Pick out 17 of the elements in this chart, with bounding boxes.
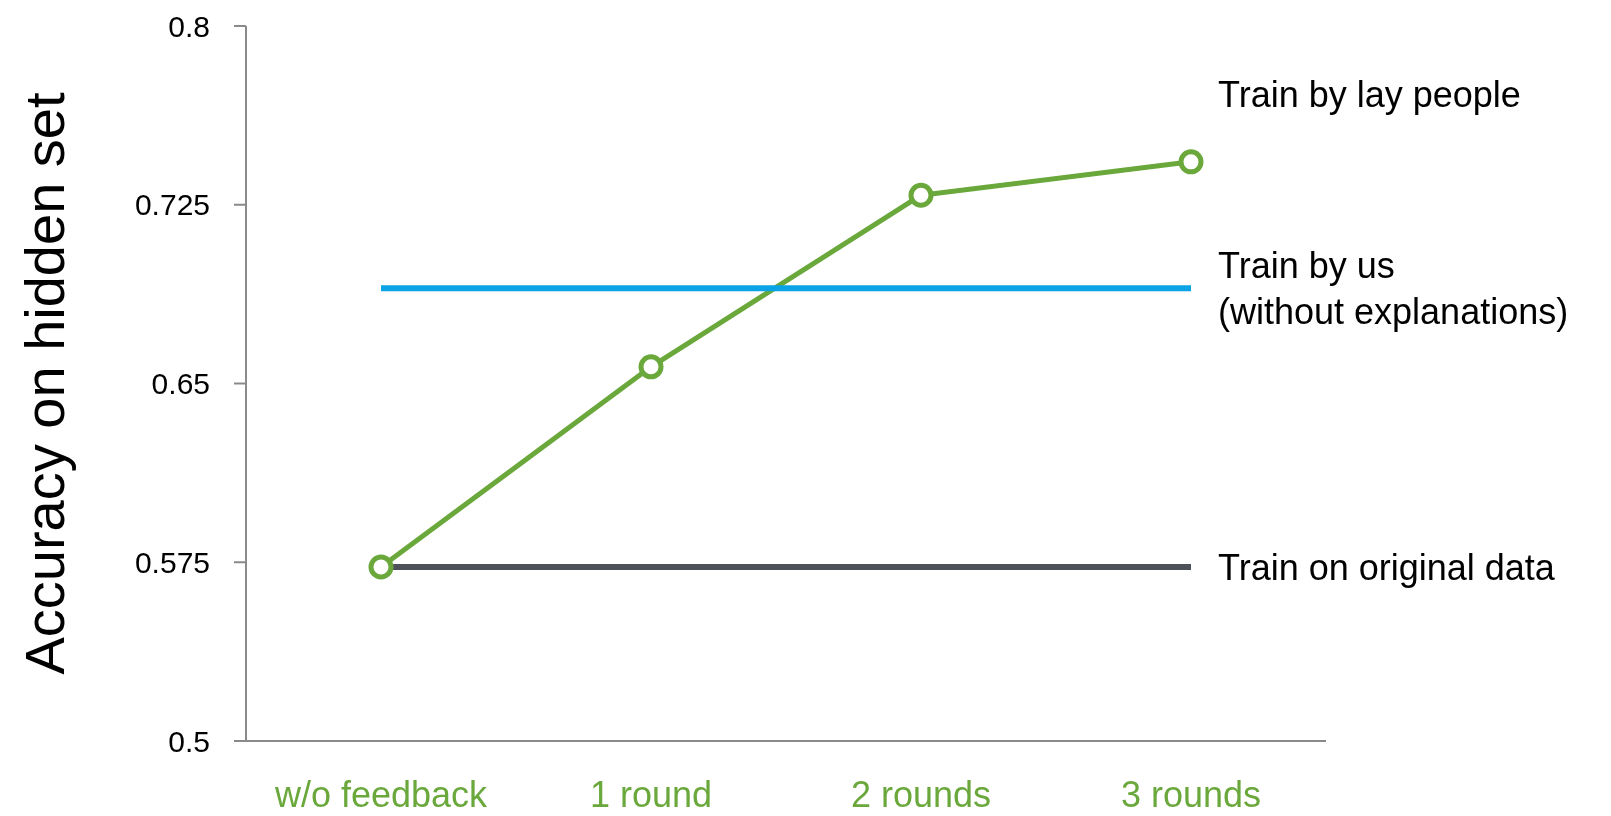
x-tick-label: 1 round: [589, 773, 713, 815]
y-tick-label: 0.725: [134, 188, 210, 222]
y-tick-label: 0.575: [134, 545, 210, 579]
x-tick-label: 3 rounds: [1120, 773, 1262, 815]
y-axis-title: Accuracy on hidden set: [12, 92, 76, 675]
y-tick-label: 0.8: [168, 9, 210, 43]
series-label: Train by lay people: [1218, 73, 1521, 115]
y-tick-label: 0.5: [168, 724, 210, 758]
y-tick-label: 0.65: [151, 367, 210, 401]
point: [1178, 149, 1204, 175]
point: [368, 554, 394, 580]
x-tick-label: 2 rounds: [850, 773, 992, 815]
point: [638, 354, 664, 380]
x-tick-label: w/o feedback: [273, 773, 489, 815]
series-label: Train by us (without explanations): [1218, 244, 1569, 332]
series-label: Train on original data: [1218, 546, 1556, 588]
point: [908, 182, 934, 208]
